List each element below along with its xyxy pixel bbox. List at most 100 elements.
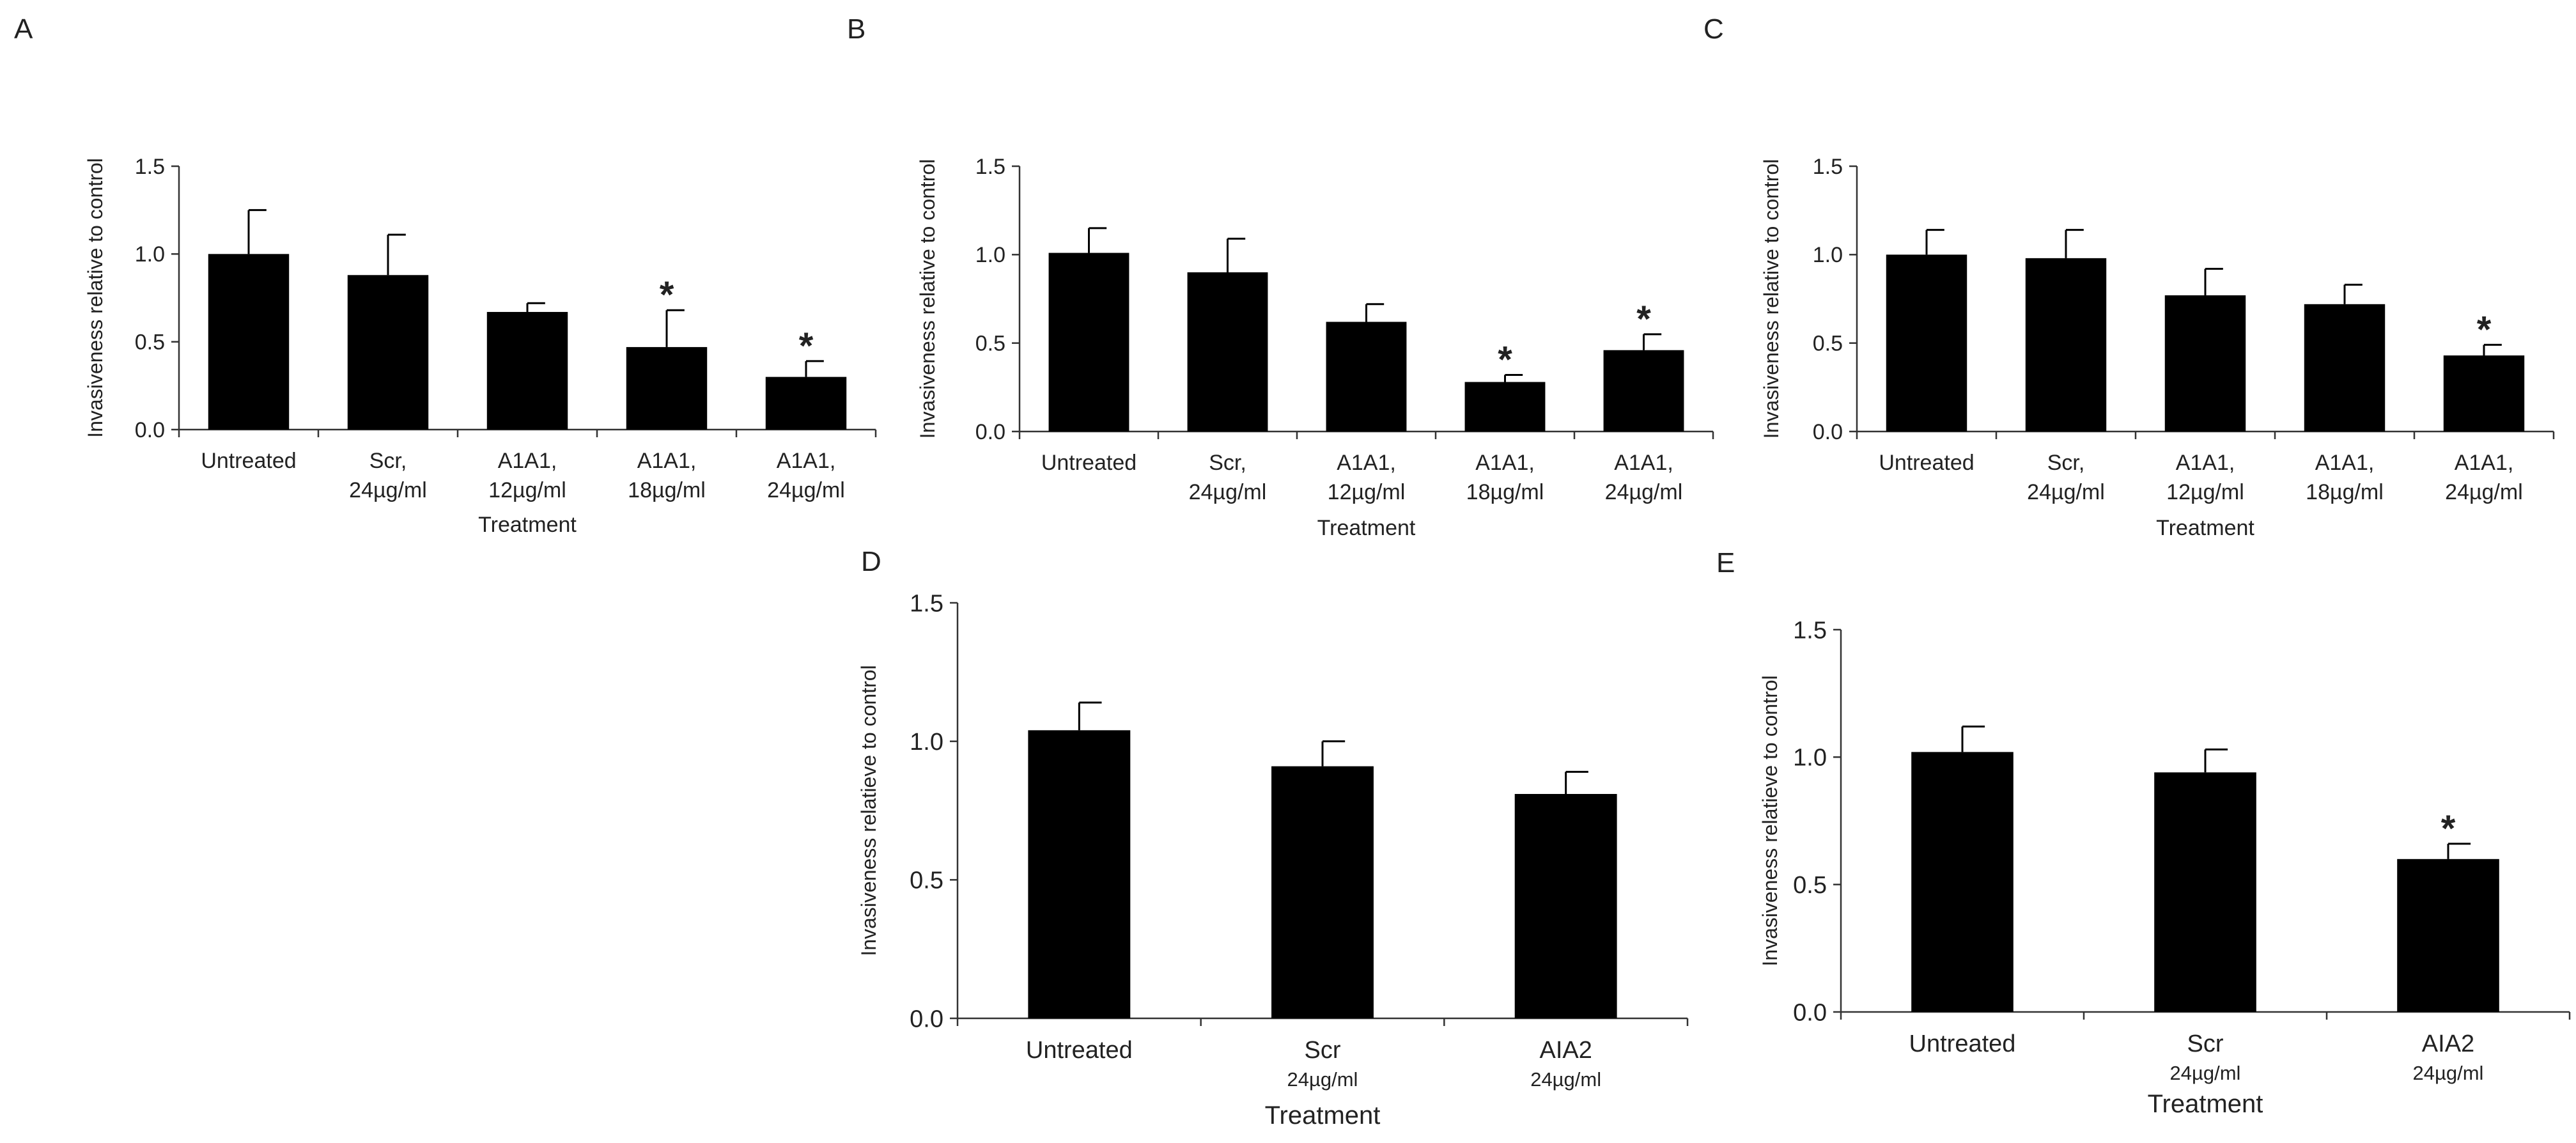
category-label: 24µg/ml: [1287, 1068, 1358, 1091]
significance-asterisk: *: [2477, 309, 2492, 350]
category-label: Scr,: [1209, 451, 1246, 475]
category-label: A1A1,: [498, 449, 557, 473]
bar: [1514, 794, 1617, 1018]
chart-panel-d: D 0.0 0.5 1.0 1.5 Invasiveness relatieve to c…: [857, 546, 1689, 1130]
x-axis-title: Treatment: [1317, 516, 1416, 540]
bar: [347, 275, 429, 430]
category-label: 24µg/ml: [349, 478, 427, 502]
y-tick-label: 1.0: [135, 242, 165, 267]
significance-asterisk: *: [660, 274, 674, 316]
y-tick-label: 1.5: [1793, 617, 1827, 644]
category-label: 24µg/ml: [2445, 480, 2523, 504]
category-label: Scr,: [369, 449, 407, 473]
bar: [1187, 272, 1268, 432]
y-axis-title: Invasiveness relative to control: [84, 158, 107, 438]
y-tick-label: 0.5: [1813, 332, 1843, 356]
category-label: 18µg/ml: [628, 478, 706, 502]
category-label: 12µg/ml: [2166, 480, 2244, 504]
bar: [2304, 304, 2386, 432]
bar: [1886, 254, 1967, 432]
y-tick-label: 0.0: [910, 1006, 943, 1032]
panel-letter: C: [1703, 13, 1724, 45]
category-label: A1A1,: [1337, 451, 1396, 475]
y-tick-label: 1.0: [1813, 243, 1843, 267]
panel-letter: B: [847, 13, 865, 45]
category-label: 18µg/ml: [2306, 480, 2384, 504]
y-tick-label: 1.5: [135, 155, 165, 179]
category-label: A1A1,: [2315, 451, 2375, 475]
category-label: A1A1,: [2455, 451, 2514, 475]
significance-asterisk: *: [1498, 339, 1512, 380]
category-label: Untreated: [1879, 451, 1974, 475]
category-label: 12µg/ml: [488, 478, 566, 502]
x-axis-title: Treatment: [2148, 1090, 2263, 1118]
category-label: Untreated: [201, 449, 296, 473]
category-label: 24µg/ml: [1605, 480, 1683, 504]
y-axis-title: Invasiveness relative to control: [916, 159, 939, 439]
category-label: Scr: [2187, 1030, 2224, 1057]
y-tick-label: 0.5: [910, 867, 943, 894]
bar: [2154, 772, 2256, 1012]
y-tick-label: 0.0: [975, 420, 1005, 444]
bar: [2443, 355, 2525, 432]
y-tick-label: 0.5: [1793, 872, 1827, 899]
category-label: Untreated: [1041, 451, 1137, 475]
bar: [1028, 730, 1131, 1018]
category-label: A1A1,: [1475, 451, 1535, 475]
significance-asterisk: *: [1636, 299, 1651, 340]
bar: [1464, 382, 1546, 432]
category-label: 12µg/ml: [1328, 480, 1406, 504]
x-axis-title: Treatment: [1265, 1101, 1381, 1130]
bar: [1326, 322, 1407, 432]
y-tick-label: 0.0: [1813, 420, 1843, 444]
category-label: AIA2: [1539, 1037, 1592, 1064]
chart-panel-a: A 0.0 0.5 1.0 1.5 Invasiveness relative to co…: [14, 13, 877, 537]
category-label: AIA2: [2422, 1030, 2474, 1057]
category-label: Scr: [1305, 1037, 1341, 1064]
bar: [626, 346, 708, 430]
bar: [2397, 859, 2499, 1012]
bar: [486, 311, 568, 430]
bar: [208, 254, 290, 430]
category-label: A1A1,: [2176, 451, 2235, 475]
y-tick-label: 1.5: [975, 155, 1005, 179]
panel-letter: A: [14, 13, 33, 45]
bar: [765, 377, 847, 430]
x-axis-title: Treatment: [478, 513, 577, 537]
category-label: 24µg/ml: [767, 478, 845, 502]
category-label: 24µg/ml: [1530, 1068, 1601, 1091]
y-tick-label: 0.0: [1793, 999, 1827, 1026]
y-tick-label: 1.5: [910, 590, 943, 617]
y-axis-title: Invasiveness relative to control: [1760, 159, 1783, 439]
category-label: Scr,: [2047, 451, 2085, 475]
chart-panel-c: C 0.0 0.5 1.0 1.5 Invasiveness relative to co…: [1703, 13, 2555, 540]
y-tick-label: 1.0: [1793, 745, 1827, 772]
y-axis-title: Invasiveness relatieve to control: [1758, 675, 1781, 966]
significance-asterisk: *: [799, 325, 814, 367]
bar: [2164, 295, 2246, 432]
category-label: A1A1,: [1614, 451, 1673, 475]
y-tick-label: 1.0: [910, 729, 943, 756]
bar: [2025, 258, 2107, 432]
bar: [1048, 253, 1129, 432]
y-axis-title: Invasiveness relatieve to control: [857, 665, 880, 956]
y-tick-label: 1.5: [1813, 155, 1843, 179]
category-label: Untreated: [1026, 1037, 1133, 1064]
category-label: Untreated: [1909, 1030, 2016, 1057]
y-tick-label: 0.0: [135, 418, 165, 442]
category-label: 24µg/ml: [2027, 480, 2105, 504]
y-tick-label: 1.0: [975, 243, 1005, 267]
bar: [1911, 752, 2013, 1012]
x-axis-title: Treatment: [2156, 516, 2254, 540]
chart-panel-e: E 0.0 0.5 1.0 1.5 Invasiveness relatieve to c…: [1716, 547, 2571, 1118]
category-label: A1A1,: [777, 449, 836, 473]
category-label: 24µg/ml: [2170, 1062, 2241, 1084]
category-label: 24µg/ml: [1189, 480, 1267, 504]
category-label: 24µg/ml: [2413, 1062, 2484, 1084]
panel-letter: E: [1716, 547, 1735, 579]
y-tick-label: 0.5: [135, 330, 165, 355]
bar: [1271, 766, 1374, 1018]
significance-asterisk: *: [2441, 808, 2456, 850]
panel-letter: D: [861, 546, 881, 577]
